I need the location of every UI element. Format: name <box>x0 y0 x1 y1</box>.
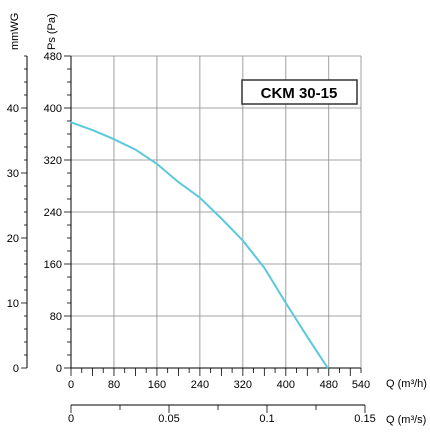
y2-tick-label-1: 10 <box>7 298 19 310</box>
y-tick-label-2: 160 <box>44 259 62 271</box>
model-label-box: CKM 30-15 <box>241 79 358 105</box>
x-tick-label-3: 240 <box>191 379 209 391</box>
y2-axis-title: mmWG <box>9 13 21 50</box>
x-tick-label-7: 540 <box>352 379 370 391</box>
x-tick-label-0: 0 <box>68 379 74 391</box>
x2-tick-label-2: 0.1 <box>259 413 274 425</box>
y-tick-label-3: 240 <box>44 207 62 219</box>
y2-tick-label-2: 20 <box>7 233 19 245</box>
y-axis-mmwg: mmWG 0 10 20 30 40 <box>7 13 28 375</box>
y-tick-label-6: 480 <box>44 51 62 63</box>
series-line-0 <box>70 121 329 369</box>
x-tick-label-1: 80 <box>108 379 120 391</box>
x-tick-label-6: 480 <box>320 379 338 391</box>
x-axis-title: Q (m³/h) <box>386 378 427 390</box>
y2-tick-label-4: 40 <box>7 103 19 115</box>
y-axis-pa: Ps (Pa) 0 80 160 240 320 400 480 <box>44 13 71 375</box>
x2-tick-label-1: 0.05 <box>158 413 179 425</box>
model-label-frame <box>241 79 358 105</box>
x2-tick-label-3: 0.15 <box>354 413 375 425</box>
y-tick-label-1: 80 <box>50 311 62 323</box>
model-label: CKM 30-15 <box>261 85 338 102</box>
x-tick-label-5: 400 <box>277 379 295 391</box>
y-tick-label-4: 320 <box>44 155 62 167</box>
y-tick-label-5: 400 <box>44 103 62 115</box>
y-axis-title: Ps (Pa) <box>46 13 58 50</box>
y-tick-label-0: 0 <box>56 363 62 375</box>
performance-curve <box>70 121 329 369</box>
x-axis-m3h: Q (m³/h) 0 80 160 240 320 400 480 540 <box>68 368 427 391</box>
x-tick-label-2: 160 <box>148 379 166 391</box>
y2-tick-label-3: 30 <box>7 168 19 180</box>
y2-tick-label-0: 0 <box>13 363 19 375</box>
x-tick-label-4: 320 <box>234 379 252 391</box>
x-axis-m3s: Q (m³/s) 0 0.05 0.1 0.15 <box>68 404 426 426</box>
x2-tick-label-0: 0 <box>68 413 74 425</box>
x2-axis-title: Q (m³/s) <box>386 414 426 426</box>
